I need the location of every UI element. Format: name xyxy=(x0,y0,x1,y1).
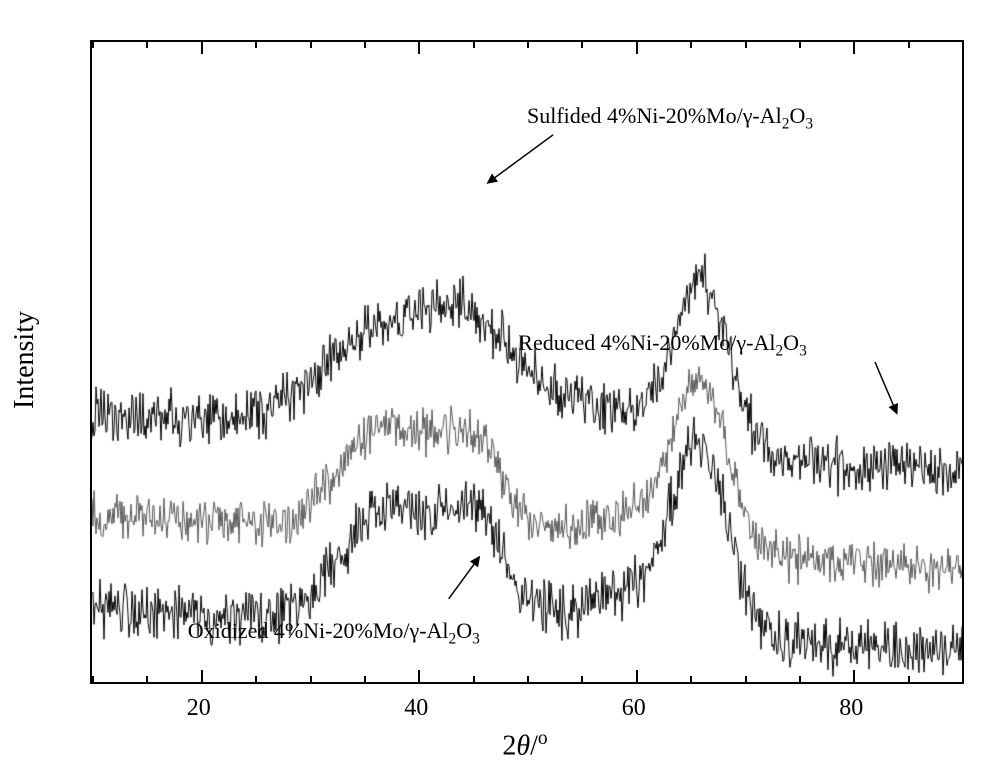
tick-minor xyxy=(908,42,910,48)
tick-minor xyxy=(745,42,747,48)
tick-minor xyxy=(962,42,964,48)
tick-label: 80 xyxy=(839,695,863,722)
tick-major xyxy=(636,42,638,54)
tick-minor xyxy=(527,42,529,48)
tick-minor xyxy=(146,42,148,48)
y-axis-label: Intensity xyxy=(9,311,41,409)
tick-minor xyxy=(581,676,583,682)
tick-minor xyxy=(527,676,529,682)
x-label-prefix: 2 xyxy=(502,730,516,761)
tick-minor xyxy=(92,42,94,48)
xrd-chart: Intensity Sulfided 4%Ni-20%Mo/γ-Al2O3Red… xyxy=(0,0,1000,782)
plot-area: Sulfided 4%Ni-20%Mo/γ-Al2O3Reduced 4%Ni-… xyxy=(90,40,964,684)
tick-label: 20 xyxy=(187,695,211,722)
tick-minor xyxy=(962,676,964,682)
tick-minor xyxy=(581,42,583,48)
tick-major xyxy=(201,42,203,54)
tick-minor xyxy=(799,42,801,48)
tick-major xyxy=(201,670,203,682)
tick-minor xyxy=(364,42,366,48)
tick-label: 40 xyxy=(404,695,428,722)
tick-major xyxy=(853,42,855,54)
tick-minor xyxy=(92,676,94,682)
tick-minor xyxy=(745,676,747,682)
tick-major xyxy=(418,42,420,54)
x-label-theta: θ xyxy=(516,730,530,761)
tick-minor xyxy=(473,676,475,682)
tick-minor xyxy=(255,676,257,682)
tick-minor xyxy=(310,676,312,682)
tick-minor xyxy=(146,676,148,682)
tick-minor xyxy=(364,676,366,682)
oxidized-label-arrow xyxy=(92,42,962,682)
x-label-degree: o xyxy=(538,728,548,749)
tick-minor xyxy=(690,676,692,682)
tick-minor xyxy=(255,42,257,48)
tick-minor xyxy=(908,676,910,682)
tick-minor xyxy=(310,42,312,48)
tick-minor xyxy=(799,676,801,682)
x-axis-label: 2θ/o xyxy=(502,728,547,762)
x-label-suffix: / xyxy=(530,730,538,761)
tick-major xyxy=(418,670,420,682)
tick-major xyxy=(853,670,855,682)
tick-label: 60 xyxy=(622,695,646,722)
tick-minor xyxy=(690,42,692,48)
tick-minor xyxy=(473,42,475,48)
tick-major xyxy=(636,670,638,682)
